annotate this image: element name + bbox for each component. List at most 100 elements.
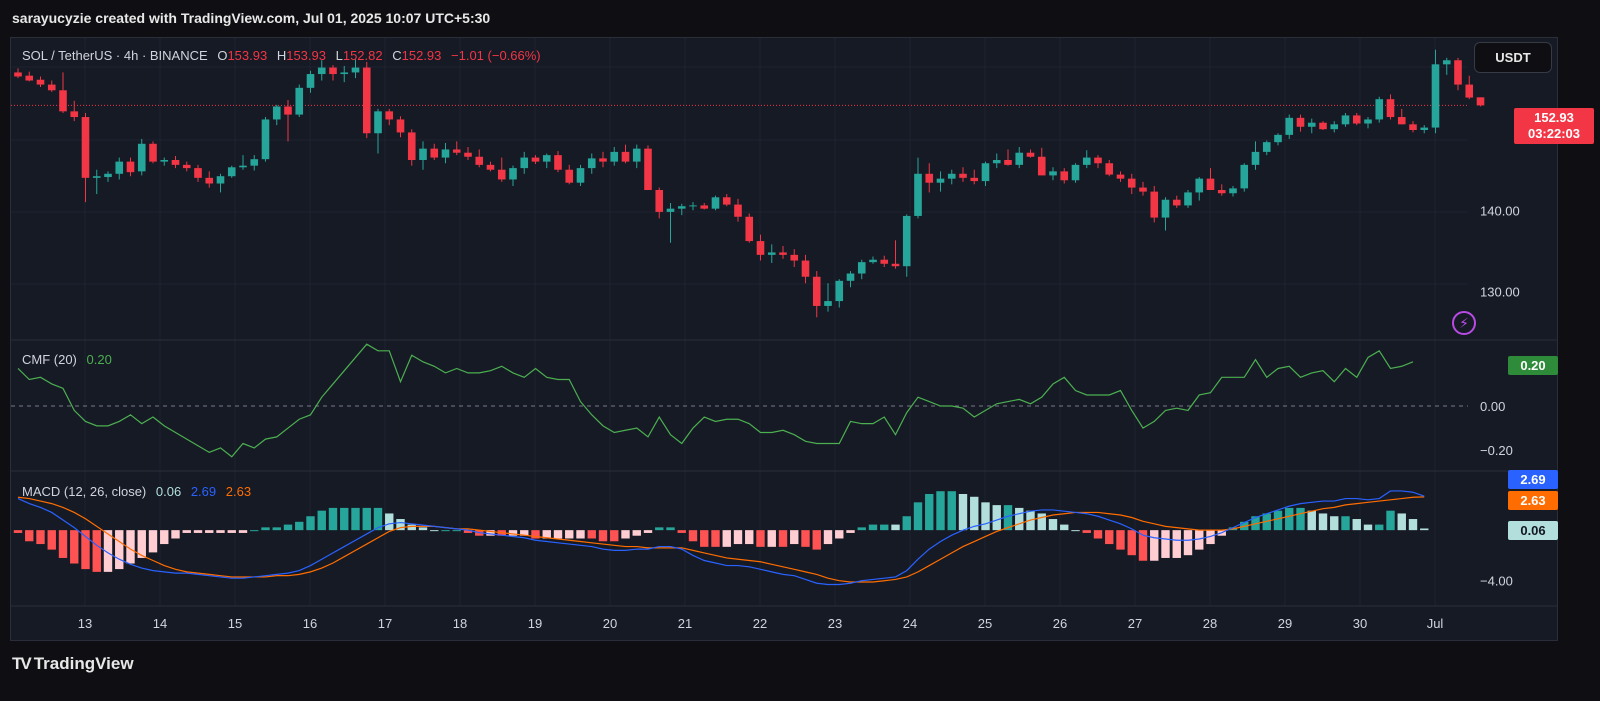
macd-histogram-bar — [508, 530, 518, 536]
macd-histogram-bar — [677, 530, 686, 533]
macd-histogram-bar — [317, 510, 326, 531]
macd-histogram-bar — [1127, 530, 1136, 556]
candle — [531, 155, 540, 165]
candle — [1139, 181, 1147, 196]
time-axis-tick: 25 — [978, 616, 992, 631]
candle-body — [227, 167, 236, 177]
candle-body — [677, 206, 686, 209]
candle — [1026, 149, 1035, 158]
candle — [722, 194, 731, 207]
candle — [205, 171, 214, 188]
candle-body — [1161, 199, 1170, 218]
candle-body — [1229, 188, 1237, 194]
candle — [812, 271, 821, 318]
macd-histogram-bar — [1138, 530, 1148, 561]
candle-body — [464, 152, 472, 157]
candle — [317, 60, 326, 81]
candle-body — [47, 84, 56, 91]
candle — [610, 147, 619, 166]
candle-body — [1240, 164, 1249, 189]
macd-histogram-bar — [857, 527, 866, 531]
macd-histogram-bar — [126, 530, 135, 564]
time-axis-tick: 27 — [1128, 616, 1142, 631]
tradingview-logo[interactable]: TV TradingView — [12, 654, 134, 674]
candle-body — [722, 197, 731, 205]
candle — [1037, 147, 1046, 176]
macd-histogram-bar — [1375, 524, 1384, 531]
macd-histogram-bar — [1352, 519, 1361, 531]
macd-histogram-bar — [182, 530, 191, 533]
last-price: 152.93 — [1534, 110, 1574, 125]
cmf-legend: CMF (20) 0.20 — [22, 352, 112, 367]
candle — [1116, 171, 1125, 182]
high-value: 153.93 — [286, 48, 326, 63]
candle — [992, 153, 1001, 169]
candle — [1127, 173, 1136, 195]
candle-body — [914, 173, 922, 216]
candle — [756, 234, 765, 261]
macd-histogram-bar — [58, 530, 68, 558]
candle — [520, 151, 529, 174]
candle — [137, 138, 146, 176]
candle — [1352, 112, 1361, 126]
candle — [1229, 185, 1237, 197]
candle — [689, 202, 697, 211]
candle — [1240, 163, 1249, 192]
macd-histogram-bar — [430, 530, 439, 532]
candle — [677, 203, 686, 216]
macd-histogram-bar — [1408, 519, 1418, 531]
candle — [430, 143, 439, 160]
candle — [1049, 167, 1057, 181]
macd-histogram-bar — [238, 530, 248, 533]
candle-body — [419, 148, 427, 160]
macd-histogram-bar — [396, 519, 405, 531]
macd-histogram-bar — [160, 530, 169, 545]
candle — [565, 164, 574, 185]
currency-button[interactable]: USDT — [1474, 42, 1552, 73]
candle-body — [531, 157, 540, 162]
macd-histogram-bar — [1195, 530, 1204, 550]
low-value: 152.82 — [342, 48, 383, 63]
open-label: O — [217, 48, 228, 63]
candle — [1409, 121, 1417, 133]
macd-histogram-bar — [328, 507, 338, 531]
candle — [1386, 94, 1395, 120]
macd-histogram-bar — [1386, 510, 1395, 531]
candle-body — [655, 190, 664, 212]
macd-histogram-bar — [47, 530, 56, 550]
lightning-icon[interactable]: ⚡ — [1452, 311, 1476, 335]
candle — [1060, 168, 1069, 184]
candle-body — [25, 75, 34, 81]
macd-histogram-bar — [767, 530, 776, 547]
macd-histogram-bar — [598, 530, 608, 542]
candle — [1307, 118, 1316, 134]
macd-histogram-bar — [1015, 507, 1024, 531]
macd-hist-tag: 0.06 — [1508, 521, 1558, 540]
macd-histogram-bar — [351, 507, 360, 531]
candle-body — [1217, 190, 1226, 194]
macd-histogram-bar — [756, 530, 765, 547]
candle-body — [70, 111, 79, 118]
candle — [250, 155, 259, 171]
macd-histogram-bar — [13, 530, 23, 533]
macd-line-tag: 2.69 — [1508, 470, 1558, 489]
candle — [1206, 168, 1215, 190]
macd-histogram-bar — [958, 493, 968, 531]
candle — [1217, 184, 1226, 196]
macd-histogram-bar — [1037, 513, 1046, 531]
candle-body — [1386, 99, 1395, 118]
macd-histogram-bar — [216, 530, 225, 533]
candle-body — [36, 79, 45, 85]
macd-histogram-bar — [632, 530, 641, 536]
time-axis-tick: 17 — [378, 616, 392, 631]
candle-body — [857, 262, 866, 274]
time-axis-tick: 16 — [303, 616, 317, 631]
candle — [149, 141, 157, 164]
candle-body — [1082, 157, 1091, 165]
macd-histogram-bar — [272, 527, 281, 531]
candle — [666, 202, 675, 243]
candle — [779, 245, 787, 259]
macd-histogram-bar — [407, 524, 416, 531]
candle-body — [1330, 124, 1339, 130]
